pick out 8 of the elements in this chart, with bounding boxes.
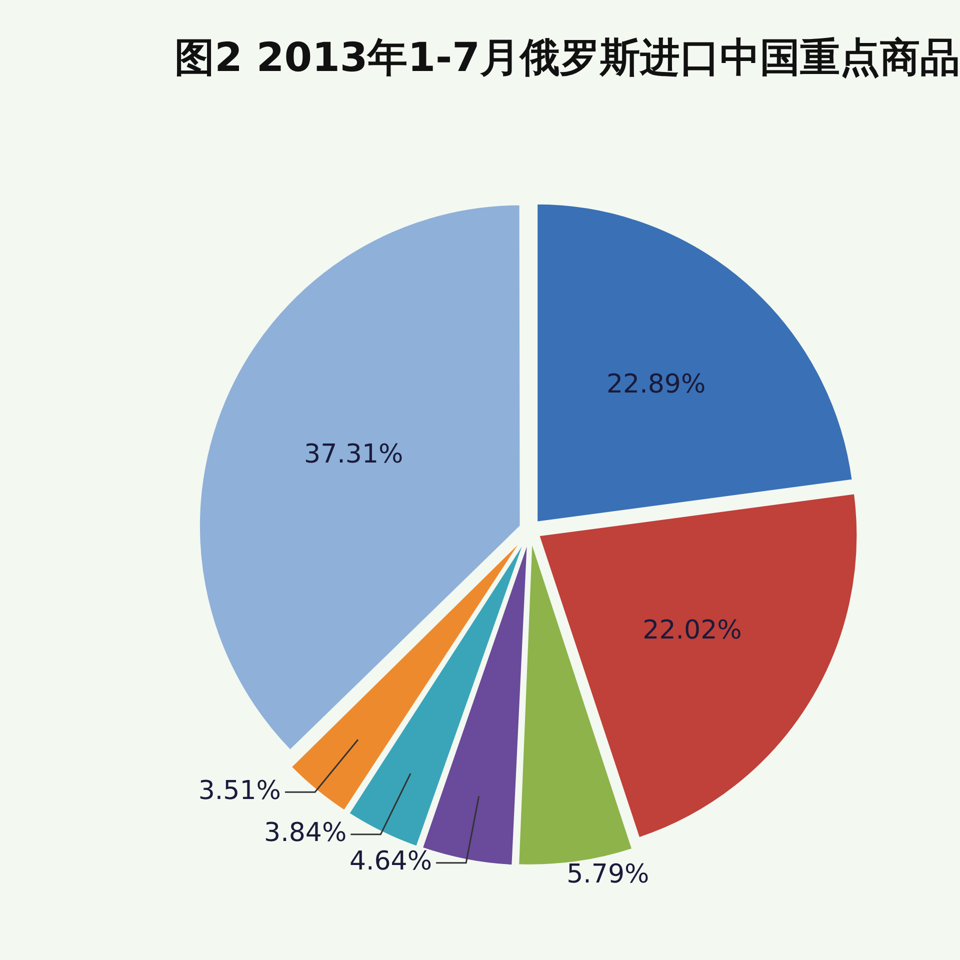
data-label: 37.31% (304, 439, 404, 470)
data-label: 5.79% (566, 860, 650, 890)
data-label: 22.02% (642, 615, 742, 646)
data-label: 22.89% (606, 370, 706, 400)
chart-title: 图2 2013年1-7月俄罗斯进口中国重点商品 (174, 34, 960, 83)
data-label: 3.84% (264, 818, 347, 848)
data-label: 4.64% (349, 846, 432, 877)
data-label: 3.51% (198, 776, 281, 806)
